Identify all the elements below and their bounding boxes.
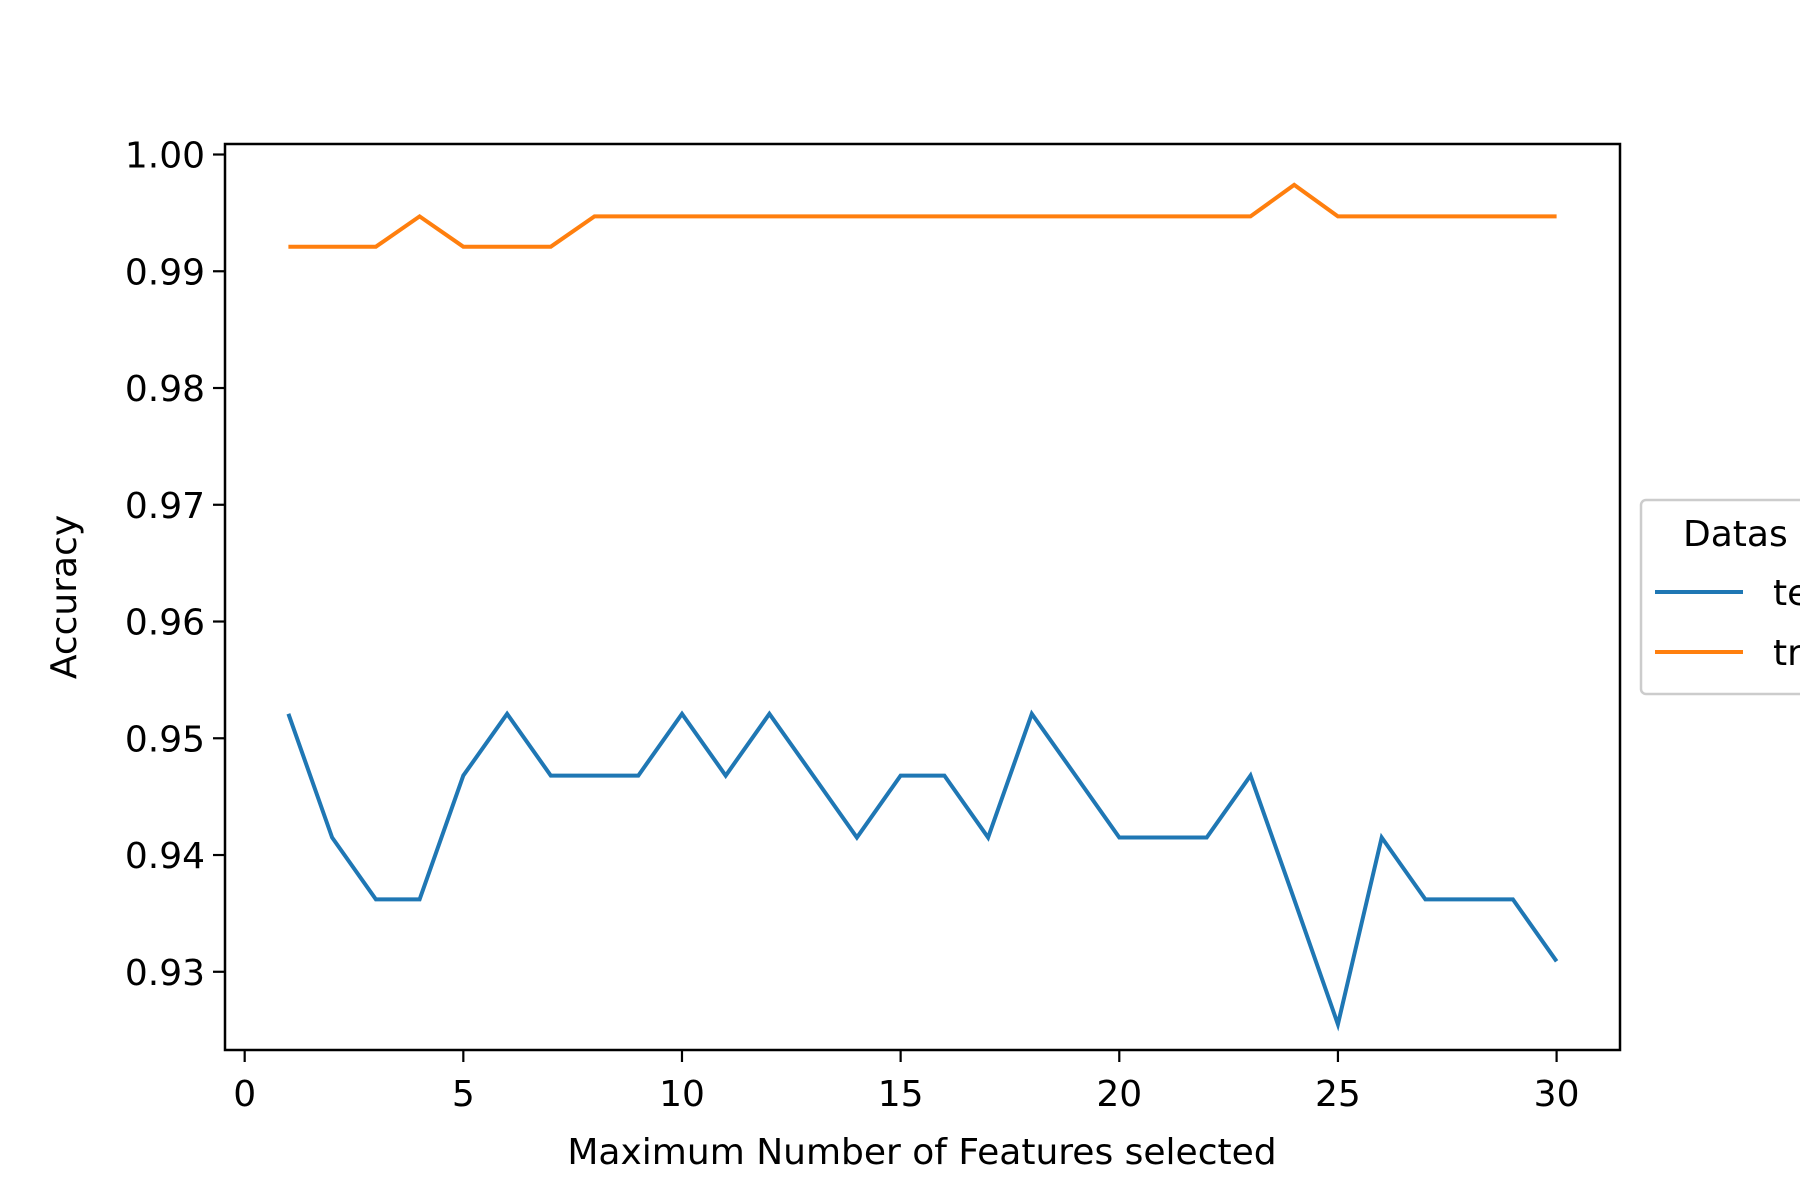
y-axis: 0.93 0.94 0.95 0.96 0.97 0.98 0.99 1.00 [125,136,225,994]
y-tick-label: 0.97 [125,486,205,527]
legend-title: Datas [1683,514,1788,555]
y-tick-label: 0.96 [125,603,205,644]
series-layer [286,182,1559,1032]
x-axis: 0 5 10 15 20 25 30 [233,1050,1579,1115]
x-tick-label: 20 [1096,1074,1142,1115]
x-tick-label: 15 [878,1074,924,1115]
x-tick-label: 30 [1534,1074,1580,1115]
x-tick-label: 25 [1315,1074,1361,1115]
series-line-tr [288,182,1557,249]
y-tick-label: 0.93 [125,953,205,994]
y-tick-label: 0.98 [125,369,205,410]
x-tick-label: 0 [233,1074,256,1115]
x-tick-label: 10 [659,1074,705,1115]
y-tick-label: 0.94 [125,836,205,877]
x-axis-title: Maximum Number of Features selected [567,1132,1276,1173]
y-tick-label: 0.95 [125,719,205,760]
legend-box [1639,498,1800,696]
legend-label-te: te [1773,573,1800,614]
plot-area-frame [223,142,1622,1052]
x-tick-label: 5 [452,1074,475,1115]
series-line-te [286,709,1559,1032]
legend-label-tr: tr [1773,633,1800,674]
y-tick-label: 0.99 [125,252,205,293]
y-axis-title: Accuracy [44,515,85,679]
y-tick-label: 1.00 [125,136,205,177]
legend: Datas te tr [1639,498,1800,696]
